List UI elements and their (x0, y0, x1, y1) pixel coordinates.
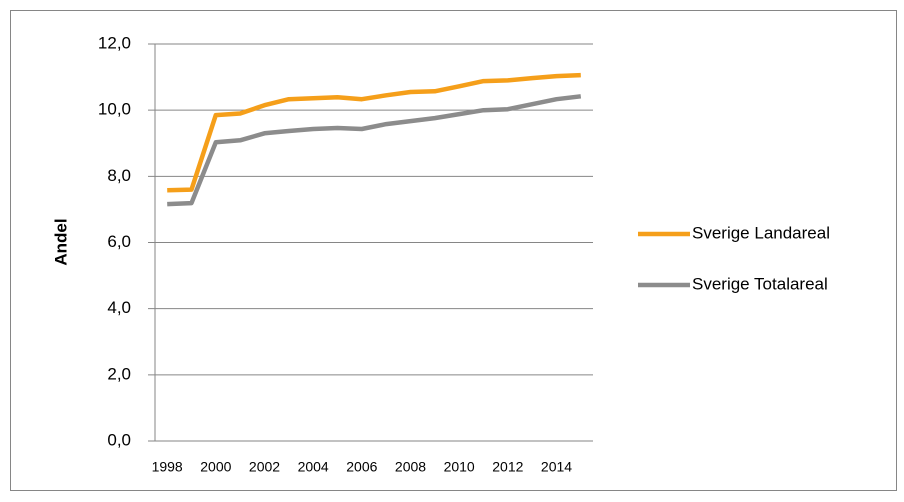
y-tick-label: 0,0 (107, 430, 131, 449)
x-tick-label: 1998 (152, 459, 183, 475)
x-tick-label: 2008 (395, 459, 426, 475)
data-line (167, 72, 581, 193)
legend-label: Sverige Landareal (692, 223, 830, 242)
x-tick-label: 2000 (200, 459, 231, 475)
y-tick-label: 12,0 (98, 33, 131, 52)
y-tick-label: 6,0 (107, 232, 131, 251)
chart-border (10, 10, 897, 491)
y-tick-label: 2,0 (107, 364, 131, 383)
y-tick-label: 4,0 (107, 298, 131, 317)
y-tick-label: 10,0 (98, 100, 131, 119)
y-tick-label: 8,0 (107, 166, 131, 185)
data-line (167, 94, 582, 207)
y-axis-label: Andel (51, 218, 70, 265)
x-tick-label: 2006 (346, 459, 377, 475)
x-tick-label: 2014 (541, 459, 572, 475)
x-tick-label: 2010 (444, 459, 475, 475)
x-tick-label: 2002 (249, 459, 280, 475)
x-tick-label: 2012 (492, 459, 523, 475)
x-tick-label: 2004 (298, 459, 329, 475)
legend-label: Sverige Totalareal (692, 274, 828, 293)
